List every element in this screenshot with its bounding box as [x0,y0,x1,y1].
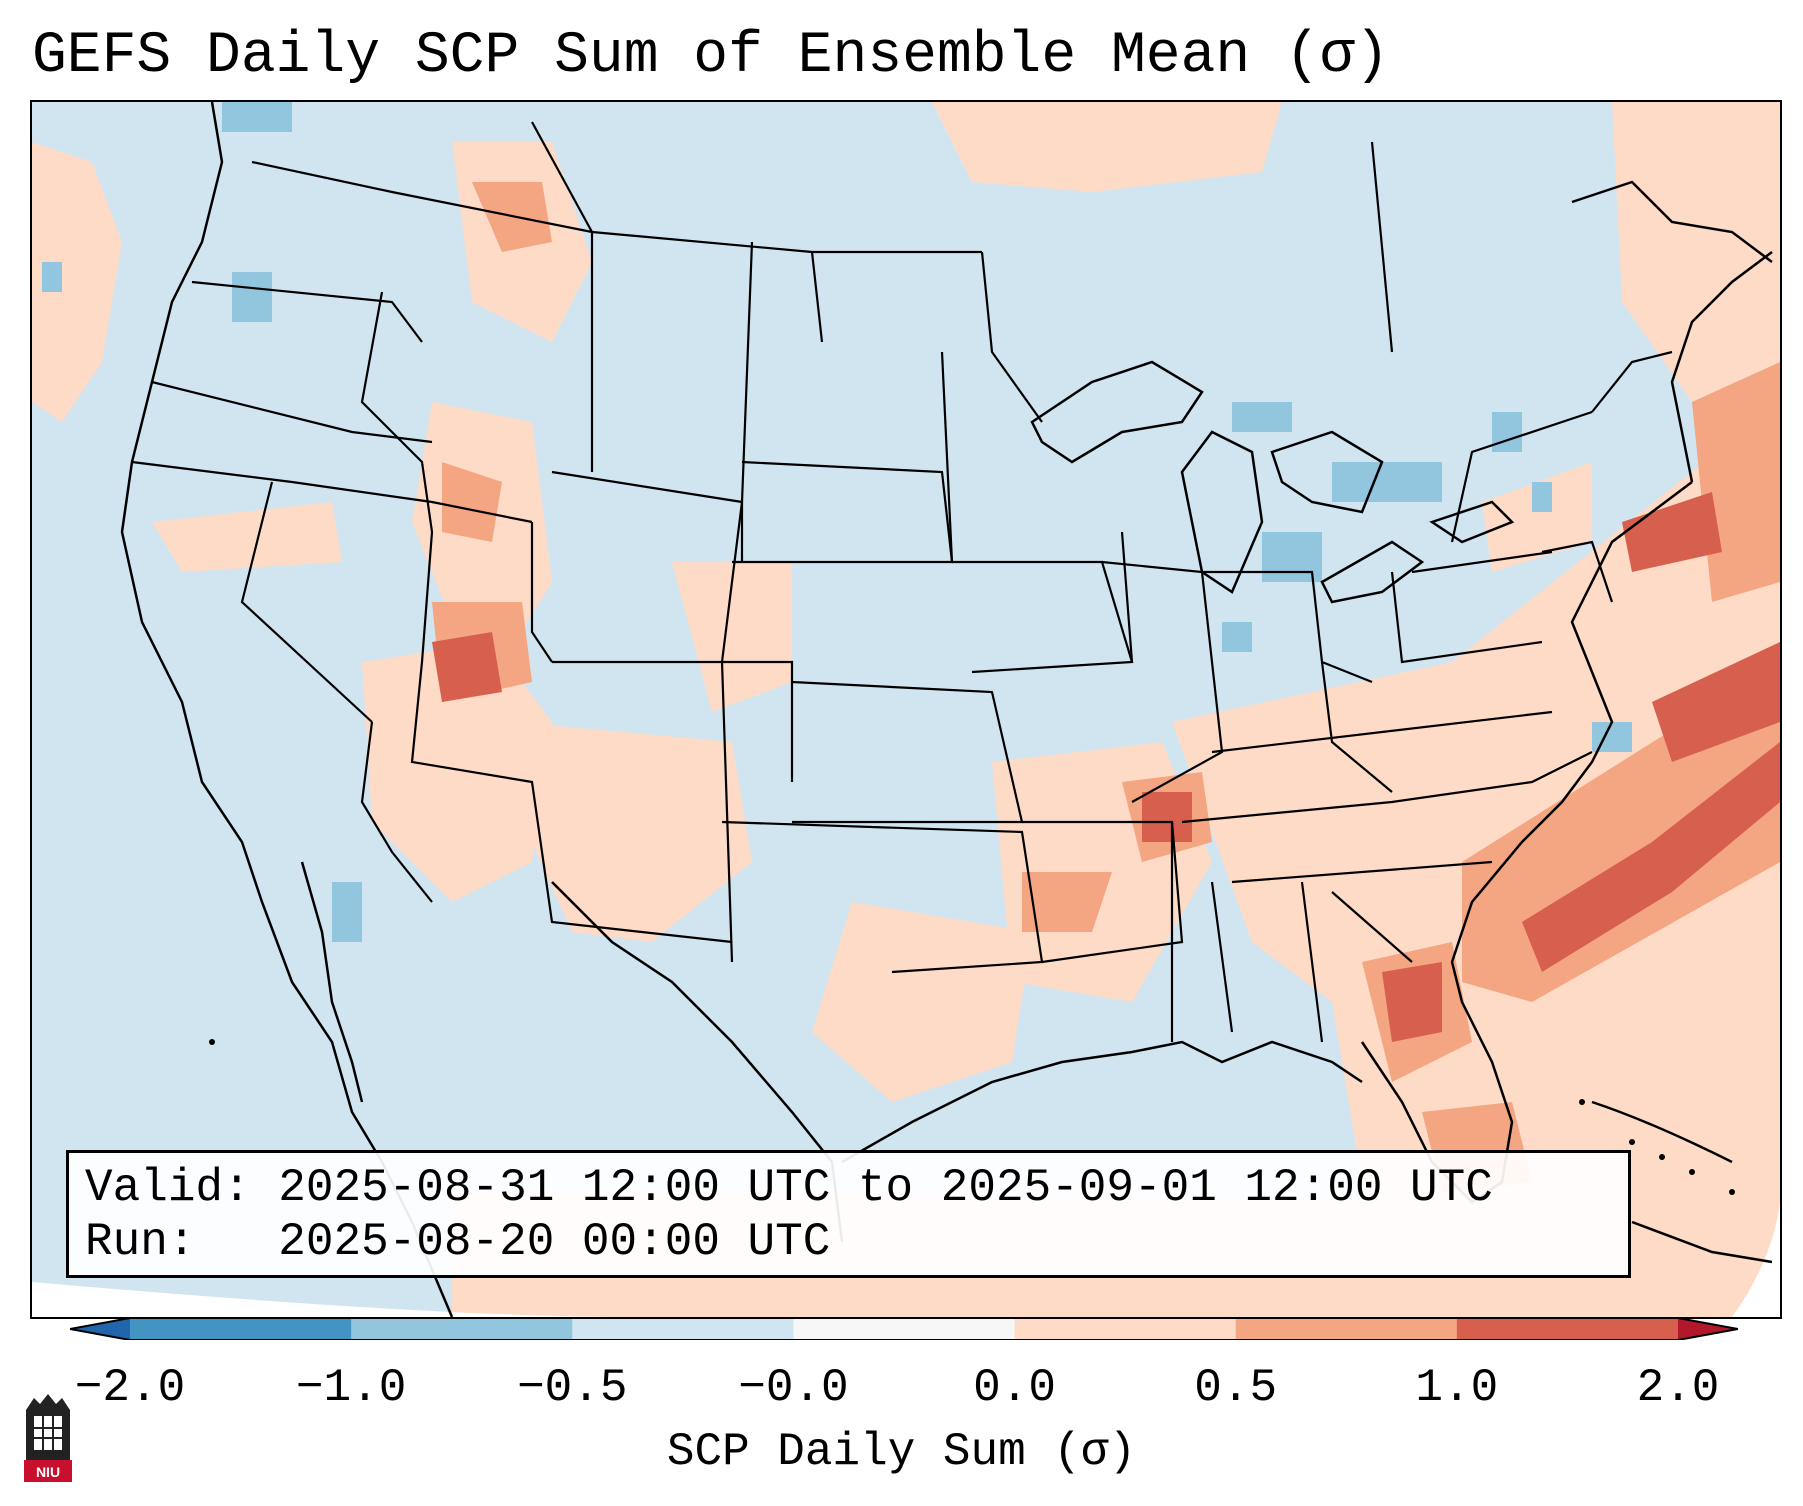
colorbar-segment [351,1318,573,1340]
colorbar-tick-label: −1.0 [295,1362,407,1414]
colorbar-extend-high [1678,1318,1738,1340]
positive-anomaly-strong [432,492,1780,1042]
domain-edge-right [1732,1202,1780,1317]
map-title: GEFS Daily SCP Sum of Ensemble Mean (σ) [32,24,1390,89]
colorbar-tick-label: −2.0 [74,1362,186,1414]
run-label: Run: [85,1216,196,1268]
colorbar-tick-label: −0.0 [738,1362,849,1414]
negative-anomaly [42,102,1632,942]
colorbar-segment [1456,1318,1679,1340]
colorbar-tick-label: 0.0 [973,1362,1056,1414]
colorbar-segment [1014,1318,1237,1340]
colorbar-segment [793,1318,1016,1340]
colorbar-segment [1235,1318,1458,1340]
logo-text: NIU [36,1464,60,1480]
colorbar-tick-label: 2.0 [1636,1362,1720,1414]
valid-run-info-box: Valid: 2025-08-31 12:00 UTC to 2025-09-0… [66,1150,1631,1278]
domain-edge [32,1282,632,1317]
colorbar-segment [130,1318,352,1340]
run-time: 2025-08-20 00:00 UTC [278,1216,831,1268]
niu-logo-icon: NIU [24,1394,72,1482]
map-panel [30,100,1782,1319]
colorbar-extend-low [70,1318,130,1340]
colorbar-tick-label: −0.5 [517,1362,628,1414]
colorbar [70,1318,1738,1340]
positive-anomaly-light [32,102,1780,1317]
colorbar-label: SCP Daily Sum (σ) [666,1426,1137,1478]
colorbar-tick-label: 1.0 [1415,1362,1499,1414]
valid-time: 2025-08-31 12:00 UTC to 2025-09-01 12:00… [278,1162,1493,1214]
valid-label: Valid: [85,1162,251,1214]
map-svg [32,102,1780,1317]
islands [209,1039,1735,1195]
colorbar-segment [572,1318,794,1340]
state-borders [131,121,1673,1043]
colorbar-tick-label: 0.5 [1194,1362,1278,1414]
